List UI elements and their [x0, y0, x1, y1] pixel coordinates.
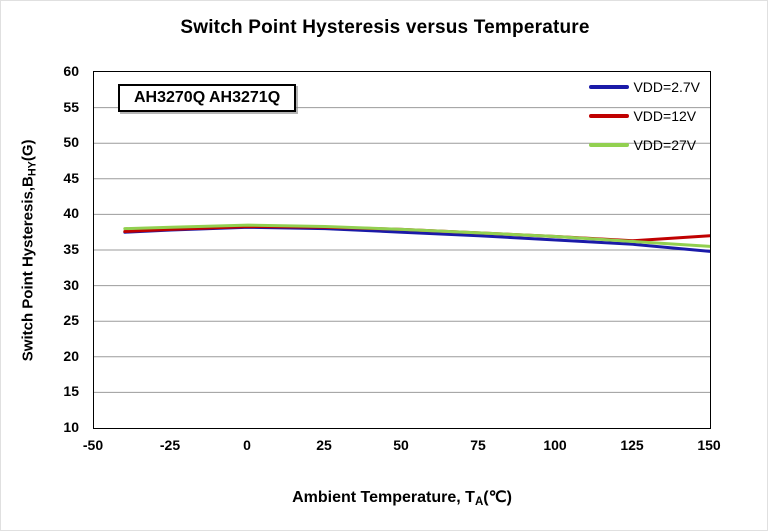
- plot-area: AH3270Q AH3271Q VDD=2.7V VDD=12V VDD=27V: [93, 71, 711, 429]
- x-tick-label: 25: [316, 437, 332, 453]
- y-tick-label: 15: [63, 383, 79, 400]
- legend-swatch: [589, 85, 630, 89]
- legend-item: VDD=12V: [589, 107, 700, 125]
- x-axis-label-sub: A: [474, 495, 484, 508]
- legend-label: VDD=2.7V: [633, 79, 700, 95]
- y-tick-label: 55: [63, 98, 79, 115]
- y-tick-label: 40: [63, 205, 79, 222]
- plot-canvas: [94, 107, 710, 393]
- x-axis-label: Ambient Temperature, TA(℃): [93, 487, 711, 508]
- series-line-VDD=27V: [123, 223, 710, 248]
- x-axis-label-unit: (℃): [483, 489, 512, 506]
- y-tick-label: 60: [63, 63, 79, 79]
- x-tick-label: 150: [697, 437, 721, 453]
- chart-title: Switch Point Hysteresis versus Temperatu…: [180, 17, 590, 38]
- x-tick-labels: -50 -25 0 25 50 75 100 125 150: [83, 437, 721, 457]
- y-tick-labels: 10 15 20 25 30 35 40 45 50 55 60: [1, 63, 87, 435]
- legend-item: VDD=27V: [589, 136, 700, 154]
- y-tick-label: 30: [63, 276, 79, 293]
- x-tick-label: 50: [393, 437, 409, 453]
- legend-label: VDD=27V: [633, 137, 697, 153]
- y-tick-label: 25: [63, 312, 79, 329]
- y-tick-label: 35: [63, 241, 79, 257]
- y-tick-label: 45: [63, 169, 79, 186]
- legend-swatch: [589, 143, 630, 147]
- legend-swatch: [589, 114, 630, 118]
- x-tick-label: 0: [243, 437, 251, 453]
- y-tick-label: 50: [63, 134, 79, 151]
- x-tick-label: -50: [82, 437, 104, 453]
- x-axis-label-main: Ambient Temperature, T: [292, 489, 475, 506]
- x-tick-label: 100: [543, 437, 567, 453]
- y-tick-label: 10: [63, 419, 79, 435]
- y-tick-label: 20: [63, 347, 79, 364]
- legend-item: VDD=2.7V: [589, 78, 700, 96]
- x-tick-label: 125: [620, 437, 644, 453]
- device-label-box: AH3270Q AH3271Q: [118, 84, 297, 112]
- legend-label: VDD=12V: [633, 108, 697, 124]
- x-tick-label: 75: [470, 437, 486, 453]
- legend: VDD=2.7V VDD=12V VDD=27V: [589, 78, 700, 165]
- x-tick-label: -25: [159, 437, 181, 453]
